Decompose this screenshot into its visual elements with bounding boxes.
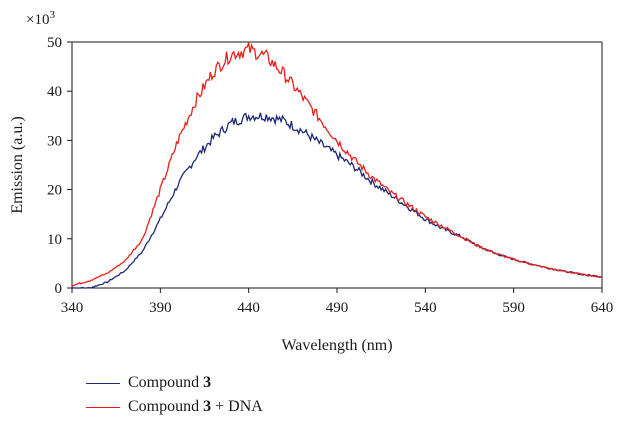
x-axis-title: Wavelength (nm) bbox=[281, 337, 392, 354]
legend-label-prefix: Compound bbox=[128, 398, 204, 415]
y-tick-label: 10 bbox=[47, 232, 62, 248]
y-multiplier: ×103 bbox=[26, 9, 55, 28]
legend-label-suffix: + DNA bbox=[211, 398, 263, 415]
legend-item-compound-3-dna: Compound 3 + DNA bbox=[86, 395, 263, 419]
y-tick-label: 40 bbox=[47, 84, 62, 100]
x-tick-label: 340 bbox=[61, 300, 84, 316]
y-tick-label: 30 bbox=[47, 133, 62, 149]
legend: Compound 3 Compound 3 + DNA bbox=[86, 371, 263, 419]
series-layer bbox=[71, 42, 603, 289]
x-tick-label: 440 bbox=[237, 300, 260, 316]
legend-swatch-compound-3-dna bbox=[86, 406, 120, 408]
x-tick-label: 640 bbox=[591, 300, 614, 316]
x-tick-label: 590 bbox=[502, 300, 525, 316]
legend-label-compound-3: Compound 3 bbox=[128, 374, 211, 392]
plot-frame bbox=[71, 41, 603, 289]
y-tick-label: 20 bbox=[47, 183, 62, 199]
x-tick-label: 490 bbox=[326, 300, 349, 316]
legend-label-prefix: Compound bbox=[128, 374, 204, 391]
y-tick-label: 50 bbox=[47, 35, 62, 51]
emission-chart: 340 390 440 490 540 590 640 0 10 20 30 40 50 ×103 W… bbox=[9, 9, 614, 354]
legend-label-bold: 3 bbox=[203, 398, 212, 415]
y-multiplier-base: ×10 bbox=[26, 12, 49, 28]
series-line-compound-3-dna bbox=[71, 42, 602, 287]
x-ticks: 340 390 440 490 540 590 640 bbox=[61, 288, 614, 316]
legend-item-compound-3: Compound 3 bbox=[86, 371, 263, 395]
y-axis-title: Emission (a.u.) bbox=[9, 116, 26, 213]
y-ticks: 0 10 20 30 40 50 bbox=[47, 35, 72, 297]
y-tick-label: 0 bbox=[55, 281, 63, 297]
y-multiplier-exponent: 3 bbox=[49, 9, 55, 21]
x-tick-label: 540 bbox=[414, 300, 437, 316]
legend-label-bold: 3 bbox=[203, 374, 212, 391]
x-tick-label: 390 bbox=[149, 300, 172, 316]
legend-swatch-compound-3 bbox=[86, 382, 120, 384]
legend-label-compound-3-dna: Compound 3 + DNA bbox=[128, 398, 263, 416]
